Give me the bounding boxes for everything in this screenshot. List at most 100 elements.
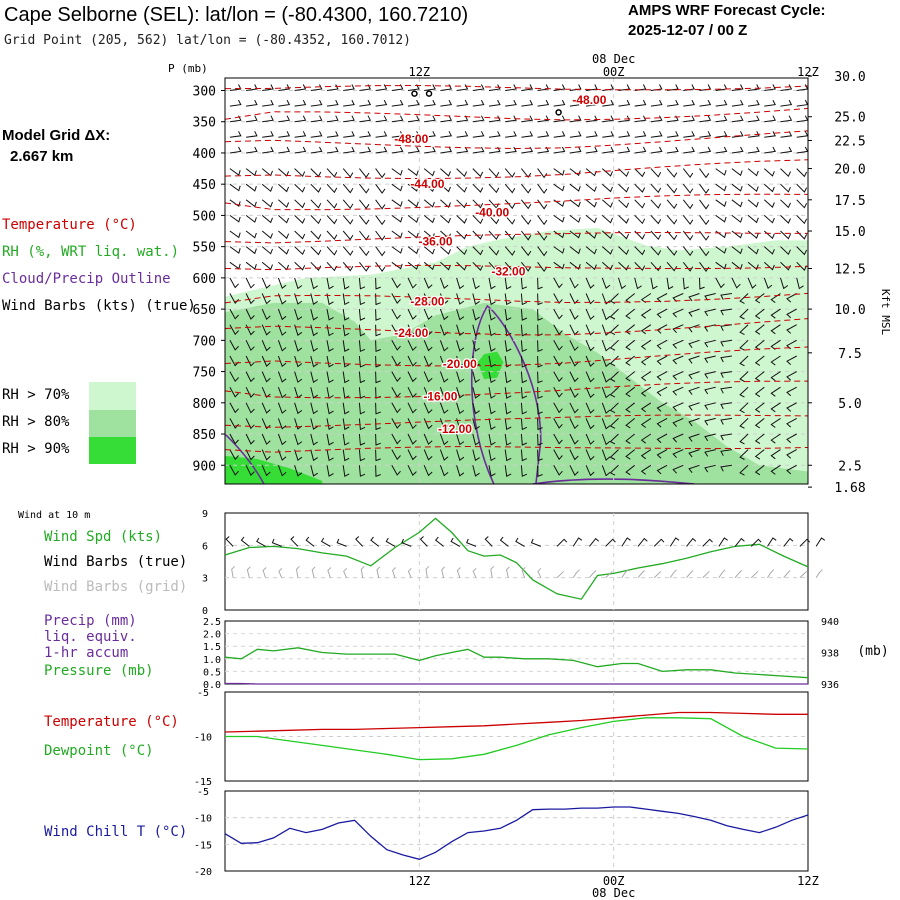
wind-barb [440, 131, 453, 138]
legend-windchill: Wind Chill T (°C) [44, 824, 188, 840]
height-tick-label: 17.5 [834, 194, 865, 209]
wind-barb [585, 199, 597, 208]
windchill-tick-label: -15 [194, 840, 212, 851]
wind-barb [278, 115, 291, 123]
wind-barb [520, 433, 528, 446]
wind-barb [310, 131, 323, 138]
wind-barb [423, 371, 433, 383]
wind-barb [553, 214, 565, 223]
wind-barb [780, 168, 791, 178]
wind-barb [537, 418, 543, 431]
height-tick-label: 15.0 [834, 225, 865, 240]
wind10m-grid-barb [472, 567, 477, 578]
wind-barb [786, 308, 797, 319]
wind-barb [520, 449, 528, 462]
top-time-label: 12Z [408, 65, 430, 79]
temp-tick-label: -15 [194, 777, 212, 788]
wind-barb [326, 433, 334, 446]
wind-barb [666, 183, 678, 194]
wind-barb [553, 199, 565, 208]
wind-barb [310, 261, 322, 271]
wind-barb [359, 183, 370, 194]
wind-barb [407, 402, 417, 414]
wind-barb [634, 215, 646, 225]
wind10m-grid-barb [783, 570, 791, 579]
wind-barb [625, 308, 636, 320]
wind10m-grid-barb [521, 567, 526, 578]
wind-barb [672, 293, 684, 302]
wind-barb [569, 99, 582, 107]
wind-barb [342, 183, 354, 194]
wind-barb [640, 449, 652, 460]
wind-barb [672, 433, 684, 443]
wind10m-barb [686, 537, 697, 547]
wind-barb [672, 324, 684, 334]
wind-barb [277, 433, 287, 446]
wind-barb [261, 340, 271, 352]
wind-barb [688, 417, 700, 427]
wind-barb [488, 465, 496, 477]
wind10m-barb [621, 537, 631, 547]
pressure-tick-label: 350 [193, 116, 216, 131]
wind-barb [569, 277, 579, 289]
precip-line [225, 682, 808, 685]
wind-barb [625, 371, 636, 382]
wind-barb [439, 308, 449, 321]
wind-barb [569, 168, 581, 177]
wind-barb [326, 115, 339, 123]
wind-barb [245, 449, 255, 461]
wind-barb [245, 308, 255, 320]
wind-barb [634, 168, 646, 178]
forecast-cycle-value: 2025-12-07 / 00 Z [628, 22, 748, 39]
wind-barb [294, 183, 306, 193]
wind-barb [553, 355, 563, 367]
wind-barb [278, 215, 290, 224]
wind-barb [683, 131, 695, 138]
wind-barb [625, 386, 636, 398]
wind-barb [456, 246, 468, 256]
wind-barb [569, 308, 579, 320]
wind-barb [704, 386, 716, 395]
wind-barb [326, 371, 334, 384]
wind-barb [310, 168, 322, 178]
legend-wind-barbs: Wind Barbs (kts) (true) [2, 298, 196, 314]
wind-barb [780, 84, 793, 91]
wind10m-grid-barb [456, 567, 461, 578]
wind-barb [601, 449, 611, 461]
wind-barb [602, 99, 614, 107]
wind10m-barb [734, 537, 745, 547]
model-grid-label: Model Grid ΔX: [2, 127, 111, 144]
wind-barb [585, 183, 597, 193]
wind-barb [294, 340, 303, 352]
wind-barb [277, 449, 287, 461]
wind10m-grid-barb [669, 569, 677, 578]
wind-barb [715, 246, 727, 254]
wind-barb [456, 183, 468, 193]
wind-barb [407, 199, 419, 208]
wind-barb [747, 168, 759, 177]
wind-barb [796, 277, 804, 290]
pressure-axis-title: P (mb) [168, 62, 208, 75]
wind-barb [261, 449, 271, 461]
wind-barb [667, 99, 679, 107]
wind-barb [505, 99, 517, 107]
wind-barb [656, 308, 668, 319]
wind-barb [601, 199, 613, 208]
wind-barb [261, 168, 273, 177]
wind-barb [704, 293, 716, 301]
wind-barb [618, 131, 631, 138]
wind-barb [704, 402, 716, 410]
wind-barb [342, 402, 350, 415]
wind10m-barb [484, 536, 493, 547]
wind-barb [440, 230, 451, 240]
wind-barb [262, 146, 274, 154]
wind-barb [640, 339, 652, 350]
cross-section-wind-barbs [229, 84, 808, 478]
wind-barb [294, 449, 303, 462]
wind-barb [375, 465, 381, 478]
wind-barb [537, 293, 543, 306]
isotherm-label: -32.00 [491, 265, 525, 279]
cross-section-frame [224, 77, 809, 485]
wind-barb [375, 309, 381, 321]
wind-barb [720, 386, 732, 394]
